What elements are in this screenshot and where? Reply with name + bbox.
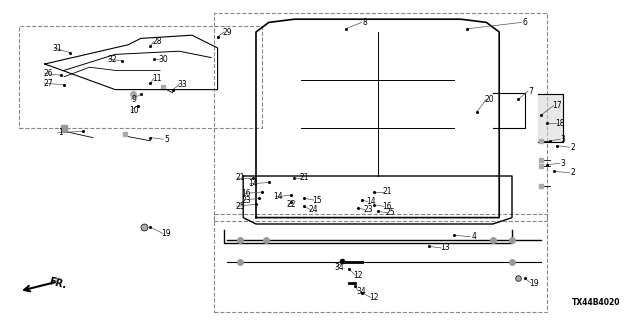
Text: 12: 12 (370, 293, 379, 302)
Text: 16: 16 (241, 189, 252, 198)
Text: 31: 31 (52, 44, 63, 52)
Text: 9: 9 (132, 95, 137, 104)
Text: 7: 7 (529, 87, 534, 96)
Text: 8: 8 (362, 18, 367, 27)
Text: 21: 21 (300, 173, 308, 182)
Text: 23: 23 (363, 205, 373, 214)
Text: 6: 6 (522, 18, 527, 27)
Text: 30: 30 (158, 55, 168, 64)
Text: 15: 15 (312, 196, 322, 204)
Text: 27: 27 (43, 79, 53, 88)
Text: 20: 20 (484, 95, 495, 104)
Text: 22: 22 (287, 200, 296, 209)
Text: 25: 25 (385, 208, 396, 217)
Text: 34: 34 (356, 287, 367, 296)
Text: 19: 19 (161, 229, 172, 238)
Text: 21: 21 (383, 188, 392, 196)
Text: 26: 26 (43, 69, 53, 78)
Text: 14: 14 (248, 180, 258, 188)
Bar (214, 13, 547, 221)
Text: 3: 3 (561, 159, 566, 168)
Bar (214, 214, 547, 312)
Bar (19, 26, 262, 128)
Text: 4: 4 (471, 232, 476, 241)
Text: 1: 1 (58, 128, 63, 137)
Text: 17: 17 (552, 101, 562, 110)
Text: 33: 33 (177, 80, 188, 89)
Text: 18: 18 (556, 119, 564, 128)
Text: 2: 2 (570, 143, 575, 152)
Text: 25: 25 (235, 202, 245, 211)
Text: 21: 21 (236, 173, 244, 182)
Text: 28: 28 (152, 37, 161, 46)
Text: FR.: FR. (48, 276, 68, 290)
Text: 3: 3 (561, 135, 566, 144)
Text: 24: 24 (308, 205, 319, 214)
Text: TX44B4020: TX44B4020 (572, 298, 621, 307)
Text: 23: 23 (241, 196, 252, 204)
Text: 2: 2 (570, 168, 575, 177)
Text: 14: 14 (273, 192, 284, 201)
Text: 16: 16 (382, 202, 392, 211)
Text: 12: 12 (354, 271, 363, 280)
Text: 19: 19 (529, 279, 540, 288)
Text: 14: 14 (366, 197, 376, 206)
Text: 5: 5 (164, 135, 169, 144)
Text: 29: 29 (222, 28, 232, 36)
Text: 13: 13 (440, 244, 450, 252)
Text: 32: 32 (107, 55, 117, 64)
Text: 34: 34 (334, 263, 344, 272)
Text: 10: 10 (129, 106, 140, 115)
Text: 11: 11 (152, 74, 161, 83)
